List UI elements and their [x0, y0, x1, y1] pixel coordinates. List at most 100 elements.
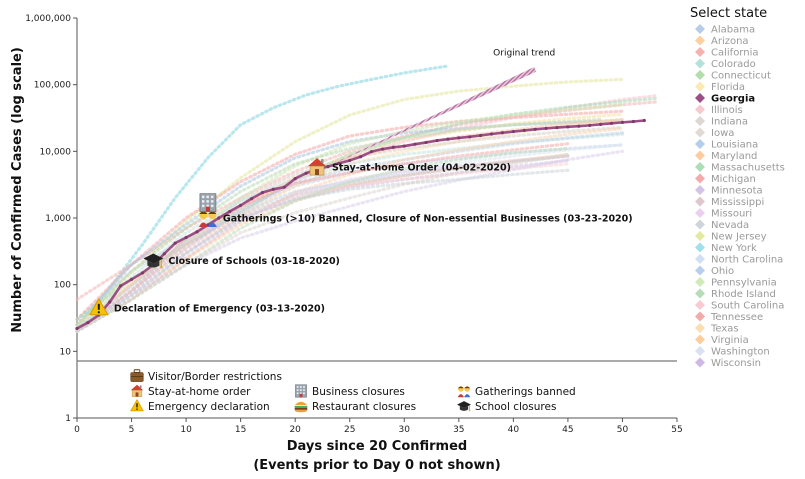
georgia-point — [588, 123, 592, 127]
x-tick-label: 10 — [180, 425, 192, 435]
legend-item-texas[interactable]: Texas — [695, 323, 739, 335]
home-icon — [130, 384, 144, 397]
legend-item-virginia[interactable]: Virginia — [695, 334, 749, 347]
legend-label: Wisconsin — [711, 358, 761, 369]
georgia-series-points — [75, 118, 646, 331]
key-label-school: School closures — [475, 401, 556, 413]
legend-item-new-jersey[interactable]: New Jersey — [695, 231, 767, 243]
legend-item-louisiana[interactable]: Louisiana — [695, 139, 758, 151]
legend-item-missouri[interactable]: Missouri — [695, 208, 752, 220]
georgia-point — [304, 171, 308, 175]
emergency-icon — [130, 399, 144, 412]
legend-label: Minnesota — [711, 186, 763, 197]
restaurant-icon — [294, 401, 308, 413]
legend-item-indiana[interactable]: Indiana — [695, 116, 748, 128]
x-axis-title-line2: (Events prior to Day 0 not shown) — [253, 458, 500, 473]
legend-label: Washington — [711, 347, 770, 358]
georgia-point — [86, 320, 90, 325]
legend-item-iowa[interactable]: Iowa — [695, 127, 734, 140]
x-tick-label: 0 — [74, 425, 80, 435]
y-tick-label: 1 — [65, 414, 71, 424]
key-item-gatherings: Gatherings banned — [457, 386, 576, 398]
key-item-border: Visitor/Border restrictions — [130, 369, 282, 383]
legend-label: Indiana — [711, 117, 748, 128]
georgia-point — [424, 140, 428, 145]
original-trend: Original trend — [317, 48, 555, 172]
key-label-home: Stay-at-home order — [148, 386, 251, 398]
x-tick-label: 15 — [235, 425, 246, 435]
key-item-school: School closures — [457, 401, 556, 413]
legend-swatch — [695, 219, 705, 230]
x-tick-label: 30 — [399, 425, 411, 435]
legend-item-alabama[interactable]: Alabama — [695, 24, 755, 36]
legend-swatch — [695, 35, 705, 46]
legend-label: Nevada — [711, 220, 749, 231]
legend-item-georgia[interactable]: Georgia — [695, 93, 755, 105]
legend-item-massachusetts[interactable]: Massachusetts — [695, 162, 785, 174]
legend-swatch — [695, 81, 705, 92]
y-ticks: 1 10 100 1,000 10,000 100,000 1,000,000 — [25, 14, 77, 424]
legend-label: New Jersey — [711, 232, 767, 243]
georgia-point — [631, 119, 635, 124]
georgia-point — [129, 277, 134, 281]
legend-item-tennessee[interactable]: Tennessee — [695, 311, 763, 324]
legend-item-florida[interactable]: Florida — [695, 81, 745, 94]
georgia-point — [479, 133, 483, 138]
georgia-point — [75, 326, 79, 331]
georgia-point — [293, 176, 297, 181]
georgia-point — [500, 131, 505, 135]
legend-swatch — [695, 357, 705, 368]
event-label-school: Closure of Schools (03-18-2020) — [168, 256, 340, 267]
georgia-point — [271, 187, 275, 191]
georgia-point — [599, 122, 603, 126]
key-item-home: Stay-at-home order — [130, 384, 251, 398]
legend-item-pennsylvania[interactable]: Pennsylvania — [695, 277, 777, 289]
key-item-business: Business closures — [295, 384, 405, 398]
event-home: Stay-at-home Order (04-02-2020) — [308, 158, 511, 176]
georgia-point — [457, 136, 461, 140]
georgia-point — [239, 203, 243, 207]
legend-item-michigan[interactable]: Michigan — [695, 173, 756, 186]
state-legend: Select state AlabamaArizonaCaliforniaCol… — [690, 6, 785, 369]
legend-item-washington[interactable]: Washington — [695, 346, 770, 358]
legend-label: California — [711, 48, 759, 59]
event-label-home: Stay-at-home Order (04-02-2020) — [332, 163, 511, 174]
key-item-restaurant: Restaurant closures — [294, 401, 416, 413]
legend-swatch — [695, 162, 705, 172]
legend-swatch — [695, 104, 705, 115]
event-annotations: Declaration of Emergency (03-13-2020) Clo… — [89, 158, 633, 316]
legend-item-mississippi[interactable]: Mississippi — [695, 196, 764, 209]
legend-item-maryland[interactable]: Maryland — [695, 150, 757, 163]
legend-item-california[interactable]: California — [695, 47, 759, 59]
legend-item-minnesota[interactable]: Minnesota — [695, 185, 763, 197]
y-tick-label: 1,000,000 — [25, 14, 71, 24]
georgia-point — [228, 209, 232, 214]
background-series — [75, 64, 657, 333]
legend-item-connecticut[interactable]: Connecticut — [695, 70, 771, 82]
legend-item-colorado[interactable]: Colorado — [695, 58, 756, 71]
legend-item-nevada[interactable]: Nevada — [695, 219, 749, 232]
georgia-point — [282, 185, 286, 189]
legend-label: Louisiana — [711, 140, 758, 151]
legend-item-new-york[interactable]: New York — [695, 242, 757, 255]
series-line-louisiana — [75, 118, 625, 327]
georgia-point — [380, 147, 385, 151]
legend-item-south-carolina[interactable]: South Carolina — [695, 300, 784, 312]
legend-item-illinois[interactable]: Illinois — [695, 104, 743, 117]
x-tick-label: 5 — [129, 425, 135, 435]
legend-item-arizona[interactable]: Arizona — [695, 35, 749, 48]
georgia-point — [435, 138, 439, 143]
key-label-restaurant: Restaurant closures — [312, 401, 416, 413]
legend-item-rhode-island[interactable]: Rhode Island — [695, 288, 776, 301]
legend-swatch — [695, 300, 705, 310]
georgia-point — [184, 235, 188, 240]
series-line-iowa — [75, 152, 570, 333]
y-tick-label: 10 — [60, 347, 72, 357]
legend-item-north-carolina[interactable]: North Carolina — [695, 254, 783, 266]
georgia-point — [533, 127, 537, 131]
legend-item-wisconsin[interactable]: Wisconsin — [695, 357, 761, 370]
legend-item-ohio[interactable]: Ohio — [695, 265, 734, 278]
event-school: Closure of Schools (03-18-2020) — [143, 253, 340, 269]
georgia-point — [119, 284, 123, 288]
